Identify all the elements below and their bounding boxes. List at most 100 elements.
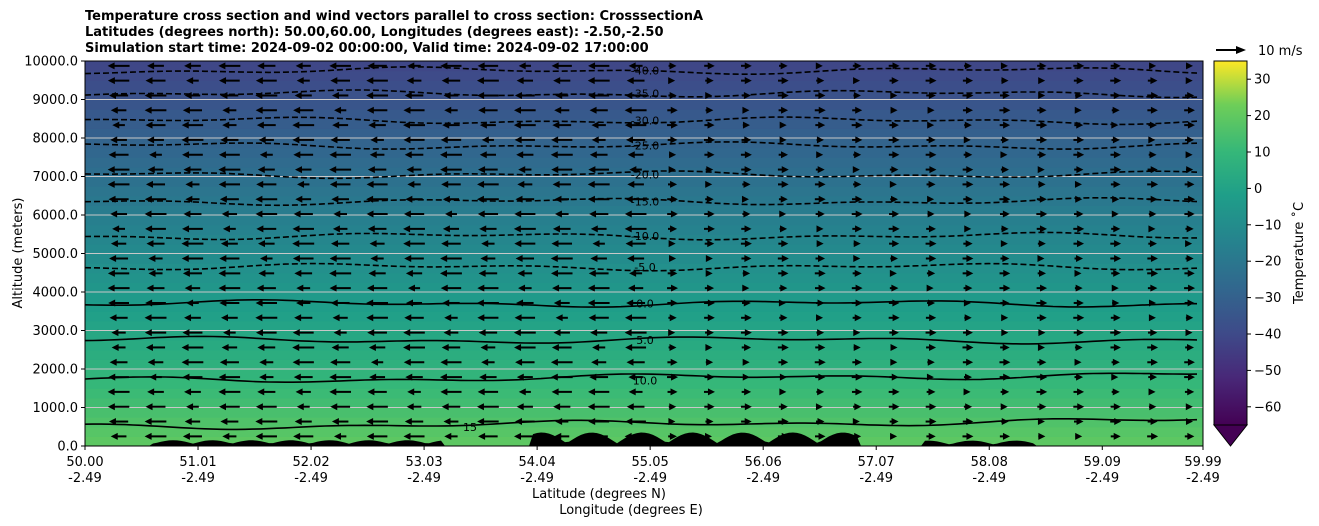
wind-vector-head <box>670 358 678 366</box>
wind-vector-head <box>853 343 861 351</box>
wind-vector-head <box>1038 91 1046 99</box>
wind-vector-head <box>550 255 558 263</box>
wind-vector-head <box>591 136 599 144</box>
wind-vector-head <box>110 136 118 144</box>
temperature-band <box>85 388 1203 399</box>
wind-vector-head <box>929 151 937 159</box>
wind-vector-head <box>669 343 677 351</box>
wind-vector-head <box>781 166 789 174</box>
wind-vector-head <box>1187 373 1195 381</box>
wind-vector-head <box>442 225 450 233</box>
wind-vector-head <box>669 91 677 99</box>
wind-vector-head <box>331 418 339 426</box>
wind-vector-head <box>149 151 157 159</box>
wind-vector-head <box>625 343 633 351</box>
wind-vector-head <box>330 136 338 144</box>
wind-vector-head <box>1186 62 1194 70</box>
wind-vector-head <box>929 240 937 248</box>
wind-vector-head <box>518 388 526 396</box>
wind-vector-head <box>1185 151 1193 159</box>
colorbar-extend-arrow <box>1212 424 1249 447</box>
wind-vector-head <box>1076 299 1084 307</box>
wind-vector-head <box>1111 121 1119 129</box>
wind-vector-head <box>928 225 936 233</box>
y-tick-label: 0.0 <box>57 440 78 455</box>
wind-vector-head <box>441 77 449 85</box>
wind-vector-head <box>554 432 562 440</box>
wind-vector-head <box>890 91 898 99</box>
wind-vector-head <box>743 299 751 307</box>
wind-vector-head <box>107 180 115 188</box>
temperature-band <box>85 407 1203 418</box>
wind-vector-head <box>1040 299 1048 307</box>
wind-vector-head <box>668 77 676 85</box>
wind-vector-head <box>889 180 897 188</box>
wind-vector-head <box>370 358 378 366</box>
wind-vector-head <box>671 121 679 129</box>
wind-vector-head <box>966 343 974 351</box>
x-tick-label-lon: -2.49 <box>294 471 328 486</box>
wind-vector-head <box>294 314 302 322</box>
wind-vector-head <box>626 403 634 411</box>
wind-vector-head <box>1074 180 1082 188</box>
wind-vector-head <box>587 77 595 85</box>
wind-vector-head <box>817 299 825 307</box>
wind-vector-head <box>963 388 971 396</box>
wind-vector-head <box>781 418 789 426</box>
wind-vector-head <box>1185 329 1193 337</box>
wind-vector-head <box>147 388 155 396</box>
wind-vector-head <box>366 91 374 99</box>
wind-vector-head <box>627 151 635 159</box>
wind-vector-head <box>1001 225 1009 233</box>
wind-vector-head <box>223 329 231 337</box>
wind-vector-head <box>186 77 194 85</box>
wind-vector-head <box>330 240 338 248</box>
wind-vector-head <box>182 329 190 337</box>
wind-vector-head <box>1187 106 1195 114</box>
wind-vector-head <box>403 225 411 233</box>
wind-vector-head <box>330 403 338 411</box>
temperature-band <box>85 128 1203 139</box>
wind-vector-head <box>184 314 192 322</box>
wind-vector-head <box>1077 62 1085 70</box>
wind-vector-head <box>929 343 937 351</box>
contour-line <box>85 372 1198 383</box>
wind-vector-head <box>481 358 489 366</box>
wind-vector-head <box>1185 418 1193 426</box>
wind-vector-head <box>627 255 635 263</box>
wind-vector-head <box>627 180 635 188</box>
wind-vector-head <box>705 343 713 351</box>
wind-vector-head <box>550 151 558 159</box>
wind-vector-head <box>403 240 411 248</box>
wind-vector-head <box>628 388 636 396</box>
colorbar-label: Temperature ˚C <box>1291 202 1307 305</box>
wind-vector-head <box>588 269 596 277</box>
wind-vector-head <box>406 403 414 411</box>
wind-vector-head <box>891 121 899 129</box>
wind-vector-head <box>550 269 558 277</box>
temperature-band <box>85 330 1203 341</box>
wind-vector-head <box>706 329 714 337</box>
wind-vector-head <box>891 329 899 337</box>
wind-vector-head <box>219 255 227 263</box>
wind-vector-head <box>444 106 452 114</box>
wind-vector-head <box>588 314 596 322</box>
wind-vector-head <box>404 314 412 322</box>
wind-vector-head <box>479 373 487 381</box>
wind-vector-head <box>926 373 934 381</box>
wind-vector-head <box>1187 121 1195 129</box>
wind-vector-head <box>294 418 302 426</box>
wind-vector-head <box>891 418 899 426</box>
wind-vector-head <box>707 151 715 159</box>
wind-vector-head <box>293 106 301 114</box>
wind-vector-head <box>855 388 863 396</box>
wind-vector-head <box>476 299 484 307</box>
wind-vector-head <box>553 299 561 307</box>
wind-vector-head <box>144 91 152 99</box>
wind-vector-head <box>706 418 714 426</box>
wind-vector-head <box>369 240 377 248</box>
wind-vector-head <box>670 388 678 396</box>
wind-vector-head <box>367 388 375 396</box>
wind-vector-head <box>817 329 825 337</box>
wind-vector-head <box>259 358 267 366</box>
